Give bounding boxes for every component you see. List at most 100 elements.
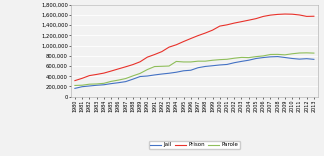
Jail bbox=[138, 76, 142, 78]
Jail bbox=[312, 58, 316, 60]
Parole bbox=[290, 53, 294, 55]
Prison bbox=[225, 24, 229, 26]
Jail bbox=[225, 63, 229, 65]
Prison bbox=[131, 64, 135, 66]
Parole bbox=[73, 85, 77, 86]
Parole bbox=[145, 69, 149, 71]
Parole bbox=[87, 83, 91, 85]
Parole bbox=[283, 54, 287, 56]
Parole bbox=[312, 52, 316, 54]
Parole bbox=[181, 61, 185, 63]
Jail bbox=[73, 88, 77, 89]
Jail bbox=[261, 57, 265, 58]
Jail bbox=[131, 78, 135, 80]
Jail bbox=[102, 84, 106, 86]
Parole bbox=[225, 58, 229, 60]
Jail bbox=[283, 57, 287, 58]
Line: Parole: Parole bbox=[75, 53, 314, 85]
Jail bbox=[87, 85, 91, 87]
Prison bbox=[261, 15, 265, 17]
Jail bbox=[297, 58, 301, 60]
Parole bbox=[305, 52, 308, 54]
Jail bbox=[232, 62, 236, 64]
Parole bbox=[276, 54, 280, 55]
Prison bbox=[167, 46, 171, 48]
Jail bbox=[95, 84, 98, 86]
Parole bbox=[232, 57, 236, 59]
Jail bbox=[203, 66, 207, 67]
Prison bbox=[124, 66, 128, 68]
Prison bbox=[203, 32, 207, 34]
Line: Prison: Prison bbox=[75, 14, 314, 81]
Parole bbox=[261, 55, 265, 57]
Jail bbox=[269, 56, 272, 58]
Prison bbox=[95, 73, 98, 75]
Prison bbox=[276, 13, 280, 15]
Legend: Jail, Prison, Parole: Jail, Prison, Parole bbox=[149, 141, 240, 149]
Prison bbox=[283, 13, 287, 15]
Parole bbox=[131, 75, 135, 77]
Line: Jail: Jail bbox=[75, 57, 314, 88]
Prison bbox=[109, 70, 113, 72]
Jail bbox=[160, 73, 164, 75]
Parole bbox=[211, 59, 214, 61]
Parole bbox=[116, 79, 120, 81]
Parole bbox=[297, 52, 301, 54]
Prison bbox=[196, 35, 200, 37]
Parole bbox=[167, 65, 171, 67]
Prison bbox=[218, 25, 222, 27]
Parole bbox=[95, 83, 98, 85]
Jail bbox=[290, 58, 294, 59]
Parole bbox=[189, 61, 193, 63]
Prison bbox=[116, 68, 120, 70]
Prison bbox=[290, 13, 294, 15]
Prison bbox=[87, 75, 91, 77]
Jail bbox=[189, 69, 193, 71]
Parole bbox=[138, 73, 142, 74]
Prison bbox=[297, 14, 301, 16]
Jail bbox=[254, 58, 258, 59]
Prison bbox=[269, 14, 272, 16]
Parole bbox=[102, 82, 106, 84]
Parole bbox=[247, 57, 251, 58]
Jail bbox=[211, 65, 214, 67]
Jail bbox=[109, 83, 113, 85]
Jail bbox=[305, 58, 308, 60]
Prison bbox=[232, 22, 236, 24]
Prison bbox=[211, 29, 214, 31]
Prison bbox=[312, 15, 316, 17]
Prison bbox=[138, 61, 142, 63]
Jail bbox=[174, 71, 178, 73]
Parole bbox=[254, 56, 258, 58]
Jail bbox=[116, 82, 120, 84]
Jail bbox=[239, 61, 243, 62]
Jail bbox=[167, 72, 171, 74]
Parole bbox=[218, 59, 222, 61]
Jail bbox=[181, 70, 185, 72]
Parole bbox=[153, 66, 156, 68]
Prison bbox=[174, 44, 178, 46]
Jail bbox=[124, 81, 128, 83]
Jail bbox=[247, 59, 251, 61]
Jail bbox=[218, 64, 222, 66]
Jail bbox=[276, 56, 280, 58]
Parole bbox=[269, 54, 272, 55]
Prison bbox=[181, 41, 185, 42]
Parole bbox=[239, 56, 243, 58]
Prison bbox=[102, 72, 106, 74]
Prison bbox=[254, 18, 258, 20]
Prison bbox=[153, 54, 156, 56]
Prison bbox=[80, 77, 84, 79]
Parole bbox=[203, 60, 207, 62]
Parole bbox=[124, 78, 128, 80]
Prison bbox=[145, 56, 149, 58]
Jail bbox=[80, 86, 84, 88]
Parole bbox=[196, 60, 200, 62]
Parole bbox=[160, 65, 164, 67]
Prison bbox=[305, 15, 308, 17]
Prison bbox=[239, 21, 243, 23]
Parole bbox=[174, 61, 178, 62]
Parole bbox=[109, 80, 113, 82]
Jail bbox=[196, 67, 200, 69]
Parole bbox=[80, 84, 84, 86]
